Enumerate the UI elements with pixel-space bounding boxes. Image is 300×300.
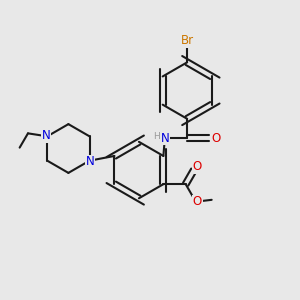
Text: O: O — [212, 132, 220, 145]
Text: N: N — [86, 155, 95, 168]
Text: H: H — [153, 132, 160, 141]
Text: O: O — [193, 195, 202, 208]
Text: N: N — [42, 129, 51, 142]
Text: O: O — [193, 160, 202, 173]
Text: N: N — [160, 132, 169, 145]
Text: Br: Br — [181, 34, 194, 47]
